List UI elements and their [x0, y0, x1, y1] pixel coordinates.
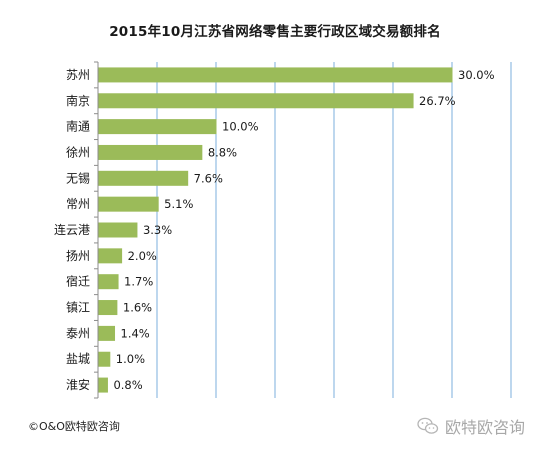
bar-4 [98, 144, 203, 160]
value-label: 30.0% [458, 68, 495, 82]
wechat-icon [417, 417, 439, 434]
bars-layer [98, 67, 453, 393]
value-label: 26.7% [419, 94, 456, 108]
value-label: 1.7% [124, 275, 153, 289]
value-label: 3.3% [143, 223, 172, 237]
watermark-text: 欧特欧咨询 [445, 418, 526, 437]
category-label: 淮安 [66, 377, 90, 392]
bar-11 [98, 325, 116, 341]
value-label: 5.1% [164, 197, 193, 211]
value-label: 10.0% [222, 120, 259, 134]
bar-3 [98, 119, 217, 135]
bar-5 [98, 170, 189, 186]
value-label: 2.0% [128, 249, 157, 263]
value-label: 1.6% [123, 301, 152, 315]
bar-9 [98, 274, 119, 290]
value-label: 8.8% [208, 145, 237, 159]
bar-10 [98, 300, 118, 316]
category-label: 徐州 [66, 144, 90, 159]
value-label: 0.8% [113, 378, 142, 392]
chart-title: 2015年10月江苏省网络零售主要行政区域交易额排名 [109, 24, 441, 40]
category-label: 泰州 [66, 326, 90, 340]
bar-12 [98, 351, 111, 367]
value-label: 7.6% [194, 171, 223, 185]
watermark: 欧特欧咨询 [417, 414, 525, 438]
category-label: 扬州 [66, 248, 90, 263]
category-label: 南通 [66, 119, 90, 134]
category-label: 无锡 [66, 170, 90, 185]
category-label: 南京 [66, 93, 90, 108]
bar-13 [98, 377, 108, 393]
value-label: 1.4% [121, 326, 150, 340]
value-label: 1.0% [116, 352, 145, 366]
category-label: 连云港 [54, 222, 90, 237]
category-label: 常州 [66, 197, 90, 211]
grid-layer [94, 61, 512, 399]
category-label: 盐城 [66, 352, 90, 366]
bar-6 [98, 196, 159, 212]
bar-7 [98, 222, 138, 238]
bar-8 [98, 248, 123, 264]
copyright-text: ©O&O欧特欧咨询 [28, 420, 120, 433]
category-label: 镇江 [66, 301, 90, 315]
category-label: 苏州 [66, 68, 90, 82]
labels-layer: 苏州 30.0% 南京 26.7% 南通 10.0% 徐州 8.8% 无锡 7.6% 常州 5.1% 连… [54, 68, 495, 392]
category-label: 宿迁 [66, 274, 90, 289]
bar-2 [98, 93, 414, 109]
bar-1 [98, 67, 453, 83]
